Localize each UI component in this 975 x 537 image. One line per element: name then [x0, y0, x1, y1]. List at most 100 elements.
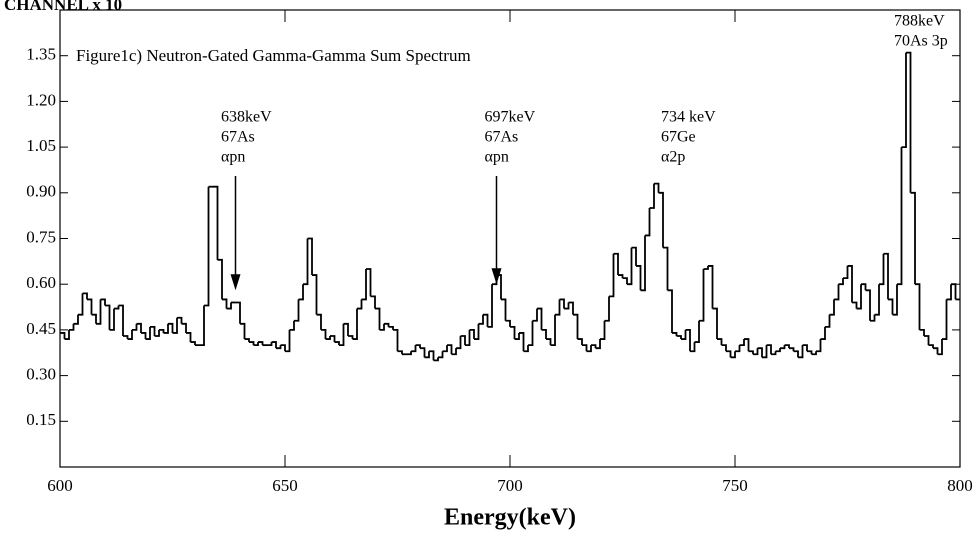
histogram-step [154, 329, 160, 337]
annotation-arrowhead [491, 268, 502, 285]
histogram-step [258, 341, 264, 346]
histogram-step [888, 298, 894, 315]
histogram-step [478, 314, 484, 325]
histogram-step [919, 329, 925, 336]
histogram-step [744, 338, 750, 352]
annotation: α2p [661, 149, 685, 166]
histogram-step [105, 304, 111, 330]
x-tick-label: 800 [947, 476, 973, 495]
histogram-step [654, 182, 660, 193]
histogram-step [726, 350, 732, 358]
annotation: 67As [485, 129, 519, 146]
histogram-step [150, 325, 156, 336]
histogram-step [573, 313, 579, 340]
header: CHANNEL x 10 [4, 0, 122, 14]
histogram-step [865, 289, 871, 321]
histogram-step [537, 307, 543, 330]
histogram-step [190, 341, 196, 346]
histogram-step [240, 322, 246, 340]
histogram-step [510, 325, 516, 340]
histogram-step [667, 289, 673, 333]
histogram-step [145, 326, 151, 340]
histogram-step [879, 253, 885, 286]
histogram-step [136, 322, 142, 333]
annotation: αpn [221, 149, 245, 166]
histogram-step [159, 329, 165, 333]
histogram-step [186, 332, 192, 343]
histogram-step [717, 338, 723, 346]
histogram-step [523, 345, 529, 353]
histogram-step [793, 350, 799, 358]
histogram-step [762, 345, 768, 359]
histogram-step [631, 246, 637, 266]
histogram-step [892, 284, 898, 316]
histogram-step [649, 183, 655, 209]
histogram-step [109, 308, 115, 331]
plot-frame [59, 9, 961, 468]
histogram-step [856, 284, 862, 310]
histogram-step [352, 308, 358, 340]
histogram-step [685, 329, 691, 352]
annotation: 638keV [221, 109, 272, 126]
histogram-step [388, 325, 394, 330]
histogram-step [681, 329, 687, 340]
histogram-step [244, 338, 250, 343]
histogram-step [541, 329, 547, 340]
histogram-step [312, 274, 318, 315]
histogram-step [748, 350, 754, 355]
histogram-step [424, 351, 430, 359]
histogram-step [757, 347, 763, 358]
histogram-step [226, 302, 232, 310]
histogram-step [199, 305, 205, 347]
histogram-step [330, 335, 336, 343]
histogram-step [820, 326, 826, 340]
histogram-step [375, 307, 381, 330]
histogram-step [298, 284, 304, 301]
histogram-step [69, 323, 75, 331]
histogram-step [280, 344, 286, 352]
histogram-step [114, 305, 120, 310]
histogram-step [519, 332, 525, 352]
histogram-step [775, 348, 781, 353]
histogram-step [64, 329, 70, 340]
histogram-step [874, 284, 880, 316]
histogram-step [627, 247, 633, 286]
histogram-step [487, 284, 493, 328]
histogram-step [285, 329, 291, 353]
histogram-step [118, 304, 124, 336]
histogram-step [883, 252, 889, 300]
histogram-step [267, 342, 273, 347]
histogram-step [366, 268, 372, 297]
histogram-step [325, 335, 331, 340]
histogram-step [78, 293, 84, 316]
histogram-step [253, 342, 259, 347]
histogram-step [406, 351, 412, 356]
histogram-step [474, 323, 480, 340]
annotation: 67As [221, 129, 255, 146]
histogram-step [694, 320, 700, 343]
histogram-step [564, 302, 570, 310]
y-tick-label: 0.60 [26, 273, 56, 292]
annotation: αpn [485, 149, 509, 166]
histogram-step [483, 313, 489, 327]
y-tick-label: 0.15 [26, 410, 56, 429]
histogram-step [348, 335, 354, 340]
histogram-step [609, 253, 615, 298]
histogram-step [361, 268, 367, 301]
histogram-step [384, 322, 390, 327]
histogram-step [600, 320, 606, 340]
histogram-step [582, 344, 588, 352]
histogram-step [289, 320, 295, 331]
histogram-step [946, 284, 952, 301]
histogram-step [735, 345, 741, 353]
histogram-step [838, 278, 844, 286]
histogram-step [829, 299, 835, 316]
y-tick-label: 1.05 [26, 136, 56, 155]
histogram-step [636, 265, 642, 291]
histogram-step [271, 341, 277, 349]
y-tick-label: 1.35 [26, 45, 56, 64]
histogram-step [303, 238, 309, 286]
histogram-step [901, 52, 907, 148]
y-tick-label: 0.45 [26, 319, 56, 338]
